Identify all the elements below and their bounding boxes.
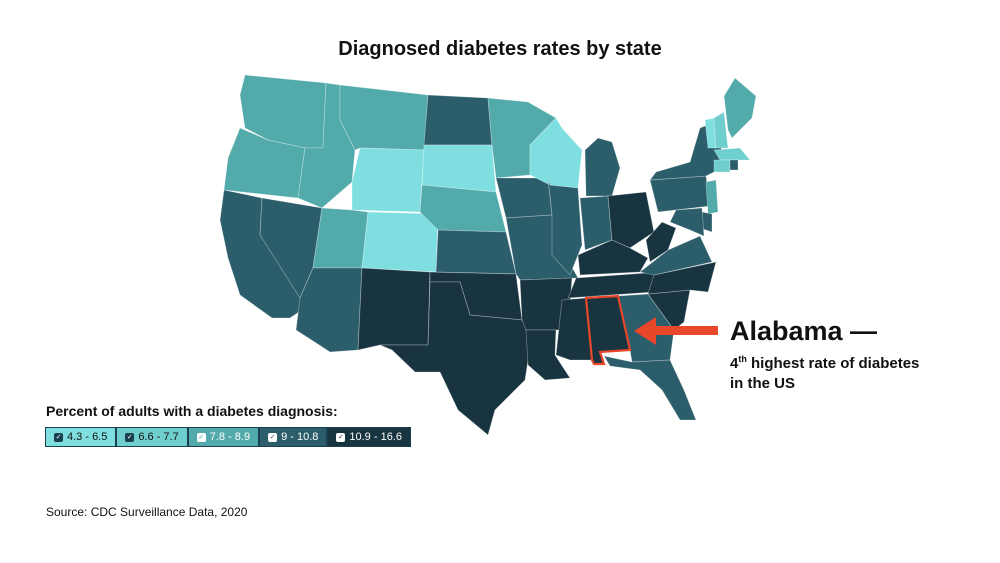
arrow-head [634,317,656,345]
state-montana[interactable] [339,84,429,151]
state-ohio[interactable] [607,191,655,249]
state-maine[interactable] [723,77,757,139]
state-new-jersey[interactable] [705,179,719,215]
state-florida[interactable] [603,355,697,421]
source-note: Source: CDC Surveillance Data, 2020 [46,505,248,519]
state-wyoming[interactable] [351,147,425,213]
state-kentucky[interactable] [577,239,649,276]
legend: ✓ 4.3 - 6.5 ✓ 6.6 - 7.7 ✓ 7.8 - 8.9 ✓ 9 … [45,427,411,447]
legend-item-4[interactable]: ✓ 9 - 10.8 [259,427,328,447]
legend-item-label: 7.8 - 8.9 [209,431,251,443]
state-utah[interactable] [312,207,369,269]
state-north-dakota[interactable] [423,94,493,146]
state-louisiana[interactable] [525,329,571,381]
state-rhode-island[interactable] [729,159,739,171]
callout-rank-suffix: th [738,354,747,364]
callout-headline: Alabama — [730,316,878,346]
state-massachusetts[interactable] [713,147,751,161]
legend-item-label: 10.9 - 16.6 [349,431,402,443]
state-maryland[interactable] [669,207,705,237]
state-south-dakota[interactable] [421,144,497,193]
checkbox-icon: ✓ [196,432,206,442]
state-kansas[interactable] [435,229,517,275]
legend-item-1[interactable]: ✓ 4.3 - 6.5 [45,427,117,447]
callout-description: 4th highest rate of diabetes in the US [730,349,919,394]
state-north-carolina[interactable] [647,261,717,295]
arrow-shaft [652,326,718,335]
alabama-callout-arrow [634,317,718,345]
alabama-highlight-outline [584,294,632,366]
legend-item-label: 9 - 10.8 [281,431,319,443]
state-wisconsin[interactable] [529,117,583,189]
checkbox-icon: ✓ [336,432,346,442]
callout-line2: in the US [730,375,796,392]
legend-title: Percent of adults with a diabetes diagno… [46,403,338,419]
state-virginia[interactable] [639,235,713,276]
legend-item-3[interactable]: ✓ 7.8 - 8.9 [187,427,260,447]
checkbox-icon: ✓ [54,432,63,442]
state-colorado[interactable] [361,211,439,273]
state-california[interactable] [219,189,303,319]
legend-item-5[interactable]: ✓ 10.9 - 16.6 [327,427,411,447]
map-title: Diagnosed diabetes rates by state [338,38,662,60]
legend-item-2[interactable]: ✓ 6.6 - 7.7 [116,427,188,447]
state-texas[interactable] [379,281,533,436]
legend-item-label: 6.6 - 7.7 [138,431,179,443]
state-new-hampshire[interactable] [713,111,729,149]
state-south-carolina[interactable] [647,289,691,331]
legend-item-label: 4.3 - 6.5 [67,431,108,443]
state-west-virginia[interactable] [645,221,677,263]
checkbox-icon: ✓ [268,432,278,442]
state-iowa[interactable] [495,177,553,219]
state-connecticut[interactable] [713,159,731,173]
state-michigan[interactable] [584,137,621,197]
checkbox-icon: ✓ [125,432,135,442]
callout-line1: highest rate of diabetes [746,355,920,372]
state-nebraska[interactable] [419,184,507,233]
state-pennsylvania[interactable] [649,175,711,213]
state-new-mexico[interactable] [357,267,431,351]
state-illinois[interactable] [547,177,583,276]
callout-rank-number: 4 [730,355,739,372]
state-mississippi[interactable] [555,297,593,361]
